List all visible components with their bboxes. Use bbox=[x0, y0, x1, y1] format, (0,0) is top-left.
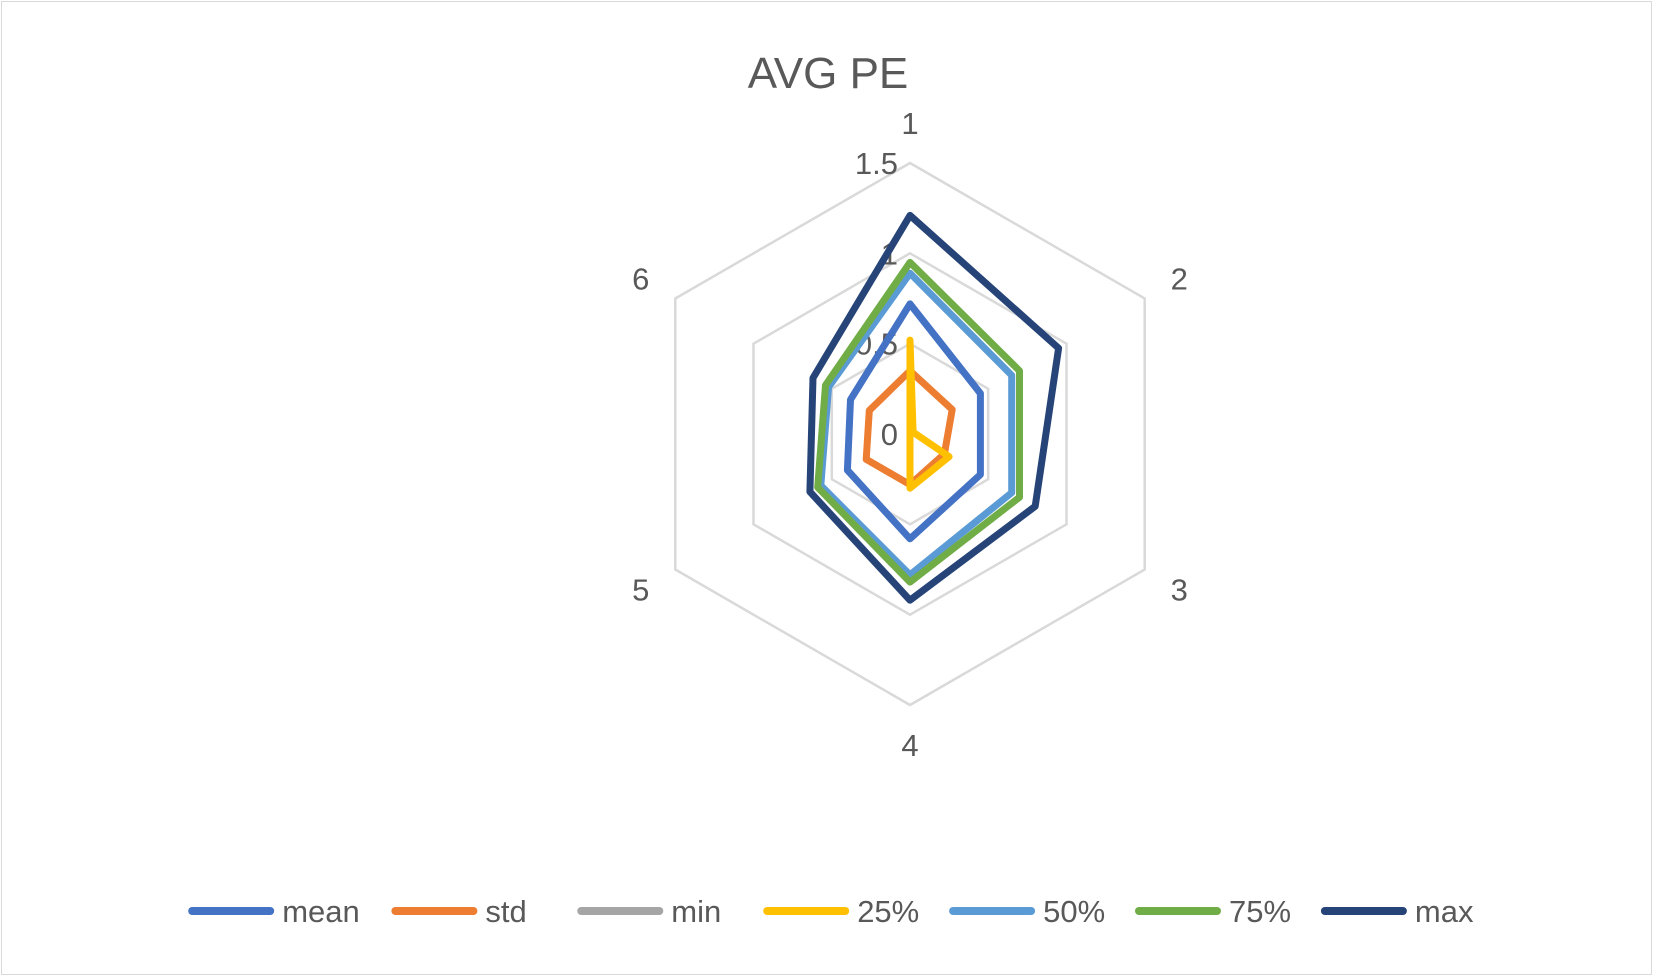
series-layer bbox=[806, 211, 1063, 604]
chart-title: AVG PE bbox=[748, 49, 909, 98]
legend-item-min: min bbox=[577, 894, 721, 929]
legend: mean std min 25% 50% 75% max bbox=[188, 894, 1474, 929]
category-label-1: 1 bbox=[901, 106, 918, 141]
tick-label: 0 bbox=[881, 417, 898, 452]
legend-item-25pct: 25% bbox=[763, 894, 919, 929]
grid-ring-3 bbox=[674, 161, 1146, 707]
legend-label: mean bbox=[282, 894, 360, 929]
legend-label: min bbox=[671, 894, 721, 929]
grid-ring-2 bbox=[752, 251, 1068, 617]
category-label-6: 6 bbox=[632, 262, 649, 297]
series-75pct bbox=[814, 258, 1023, 586]
series-mean bbox=[843, 300, 984, 543]
legend-label: 50% bbox=[1043, 894, 1105, 929]
legend-label: 25% bbox=[857, 894, 919, 929]
category-label-2: 2 bbox=[1171, 262, 1188, 297]
legend-item-std: std bbox=[391, 894, 527, 929]
legend-item-75pct: 75% bbox=[1135, 894, 1291, 929]
category-label-3: 3 bbox=[1171, 573, 1188, 608]
series-25pct bbox=[906, 336, 953, 492]
legend-item-mean: mean bbox=[188, 894, 360, 929]
legend-label: std bbox=[485, 894, 526, 929]
legend-label: 75% bbox=[1229, 894, 1291, 929]
legend-item-max: max bbox=[1320, 894, 1474, 929]
series-max bbox=[806, 211, 1063, 604]
legend-label: max bbox=[1415, 894, 1474, 929]
category-label-5: 5 bbox=[632, 573, 649, 608]
category-label-4: 4 bbox=[901, 728, 918, 763]
category-labels: 1 2 3 4 5 6 bbox=[632, 106, 1188, 763]
tick-label: 1.5 bbox=[855, 146, 898, 181]
legend-item-50pct: 50% bbox=[949, 894, 1105, 929]
